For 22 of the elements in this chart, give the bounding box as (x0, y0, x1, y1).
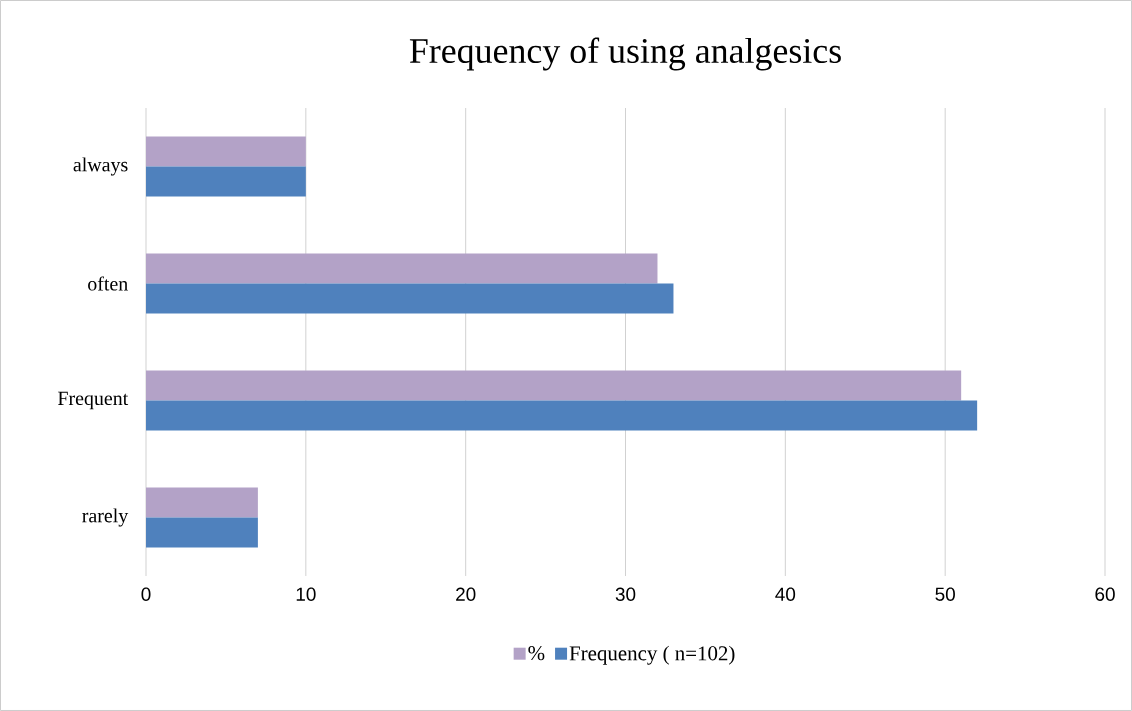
legend-label: % (528, 646, 545, 661)
x-tick-label: 30 (615, 587, 636, 601)
bar (146, 253, 658, 284)
bar (146, 370, 962, 401)
y-tick-label: Frequent (57, 391, 129, 410)
chart-title: Frequency of using analgesics (409, 37, 841, 71)
bar (146, 166, 306, 197)
x-tick-label: 60 (1095, 587, 1115, 601)
x-tick-label: 10 (296, 587, 316, 601)
legend-label: Frequency ( n=102) (569, 645, 735, 665)
x-tick-label: 0 (141, 587, 151, 601)
y-tick-label: rarely (82, 508, 129, 527)
y-tick-label: often (88, 276, 128, 291)
bar (146, 136, 306, 167)
bar (146, 400, 978, 431)
bar (146, 517, 258, 548)
bar (146, 283, 674, 314)
y-tick-label: always (73, 157, 128, 176)
x-tick-label: 40 (775, 587, 796, 601)
x-tick-label: 50 (935, 587, 955, 601)
bar (146, 487, 258, 518)
x-tick-label: 20 (456, 587, 476, 601)
